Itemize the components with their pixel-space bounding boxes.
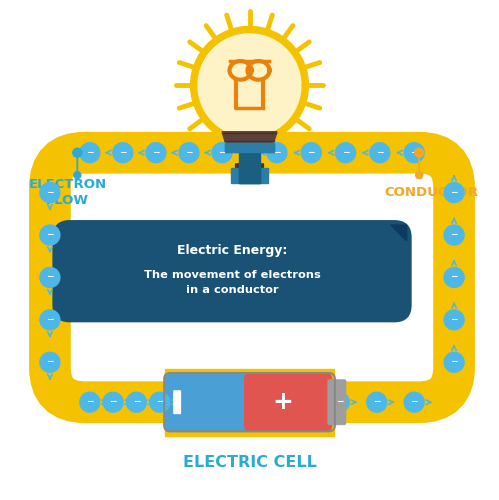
Polygon shape — [391, 225, 407, 241]
Text: −: − — [46, 272, 54, 281]
Circle shape — [191, 26, 308, 144]
Circle shape — [444, 310, 464, 330]
Circle shape — [236, 152, 263, 180]
Circle shape — [444, 352, 464, 372]
Circle shape — [40, 352, 60, 372]
FancyBboxPatch shape — [164, 373, 256, 432]
Text: −: − — [119, 148, 127, 156]
Circle shape — [74, 172, 81, 178]
Text: −: − — [46, 230, 54, 239]
Text: −: − — [133, 397, 140, 406]
Circle shape — [80, 392, 100, 412]
Text: −: − — [46, 358, 54, 366]
Circle shape — [335, 142, 356, 163]
Circle shape — [404, 392, 424, 412]
Text: Electric Energy:: Electric Energy: — [177, 244, 287, 258]
Text: −: − — [450, 315, 458, 324]
FancyBboxPatch shape — [244, 373, 332, 432]
Circle shape — [212, 142, 232, 163]
Text: ELECTRIC CELL: ELECTRIC CELL — [183, 454, 316, 469]
FancyBboxPatch shape — [52, 220, 412, 322]
Polygon shape — [239, 152, 260, 183]
Text: +: + — [272, 390, 293, 414]
Circle shape — [444, 268, 464, 287]
Text: −: − — [152, 148, 160, 156]
Circle shape — [267, 142, 287, 163]
Text: −: − — [218, 148, 226, 156]
Text: −: − — [373, 397, 381, 406]
Circle shape — [40, 268, 60, 287]
Text: −: − — [450, 358, 458, 366]
Text: −: − — [86, 397, 94, 406]
FancyBboxPatch shape — [327, 379, 346, 425]
Circle shape — [444, 225, 464, 245]
Circle shape — [367, 392, 387, 412]
Polygon shape — [225, 142, 274, 152]
Circle shape — [370, 142, 390, 163]
Text: −: − — [46, 315, 54, 324]
Text: The movement of electrons
in a conductor: The movement of electrons in a conductor — [144, 270, 320, 294]
Circle shape — [416, 172, 423, 178]
Circle shape — [73, 148, 82, 157]
Text: −: − — [156, 397, 164, 406]
Polygon shape — [165, 368, 334, 436]
Text: −: − — [450, 272, 458, 281]
Text: −: − — [307, 148, 315, 156]
Text: −: − — [273, 148, 281, 156]
Polygon shape — [239, 152, 260, 183]
Text: −: − — [335, 397, 343, 406]
Text: −: − — [450, 188, 458, 196]
Text: −: − — [376, 148, 384, 156]
Circle shape — [40, 182, 60, 203]
Text: −: − — [86, 148, 94, 156]
Circle shape — [126, 392, 146, 412]
Circle shape — [415, 148, 424, 157]
Circle shape — [179, 142, 199, 163]
Text: −: − — [185, 148, 193, 156]
Text: −: − — [410, 148, 418, 156]
Polygon shape — [225, 142, 274, 152]
Polygon shape — [222, 132, 277, 156]
Circle shape — [113, 142, 133, 163]
Polygon shape — [231, 168, 268, 183]
Text: −: − — [450, 230, 458, 239]
Polygon shape — [222, 144, 277, 162]
Circle shape — [40, 310, 60, 330]
Circle shape — [404, 142, 424, 163]
Polygon shape — [196, 32, 303, 139]
Text: ELECTRON
FLOW: ELECTRON FLOW — [28, 178, 106, 207]
Circle shape — [80, 142, 100, 163]
Text: −: − — [109, 397, 117, 406]
Circle shape — [103, 392, 123, 412]
Circle shape — [146, 142, 166, 163]
Circle shape — [40, 225, 60, 245]
Text: CONDUCTOR: CONDUCTOR — [385, 186, 479, 199]
Text: −: − — [410, 397, 418, 406]
Circle shape — [301, 142, 321, 163]
Circle shape — [150, 392, 170, 412]
Text: −: − — [342, 148, 349, 156]
Text: −: − — [46, 188, 54, 196]
Circle shape — [329, 392, 349, 412]
FancyBboxPatch shape — [173, 390, 181, 414]
Circle shape — [444, 182, 464, 203]
